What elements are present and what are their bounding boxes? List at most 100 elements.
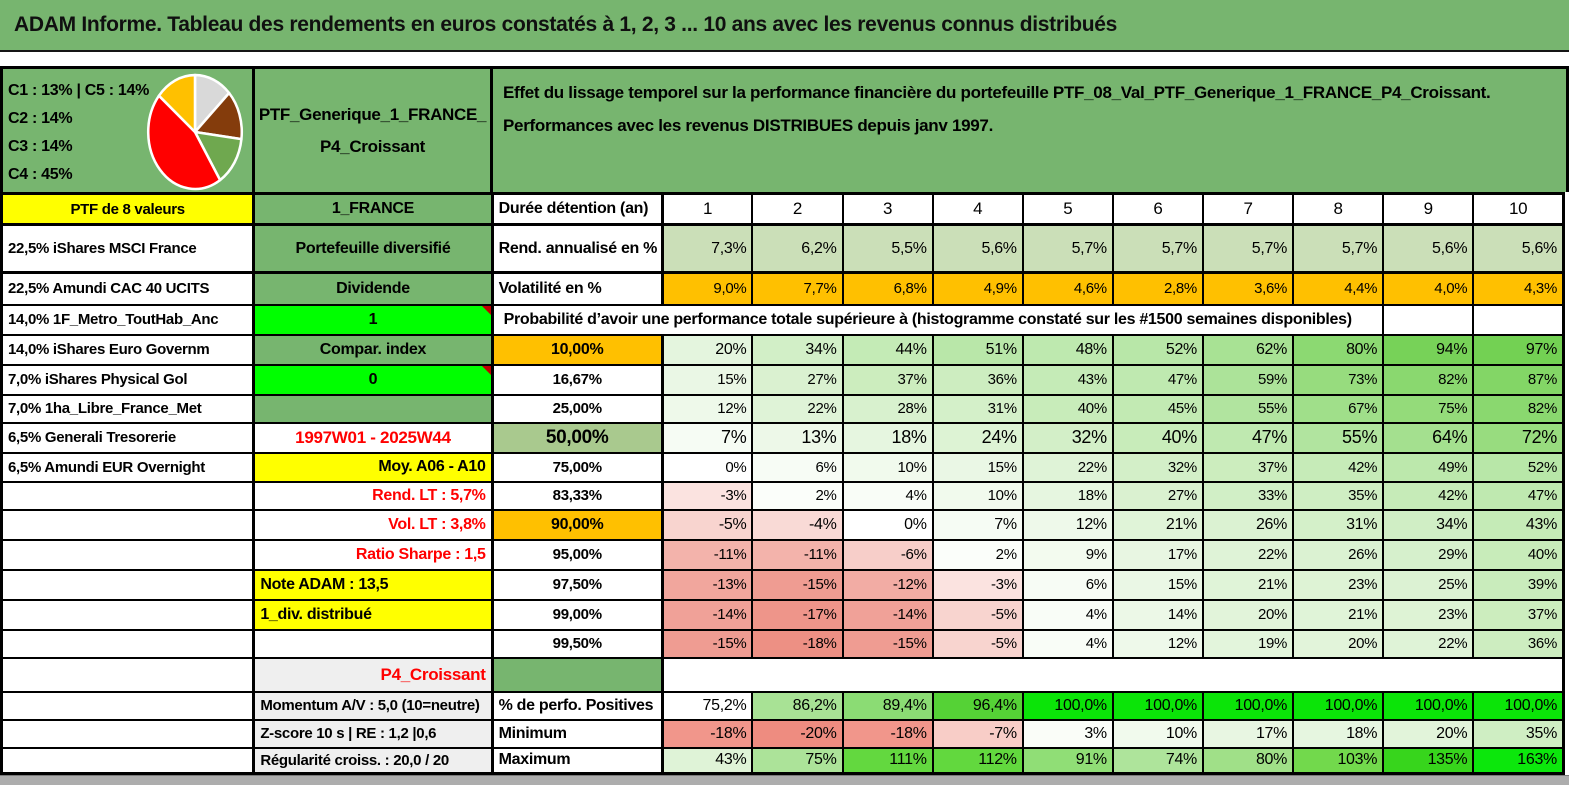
mid-column-cell[interactable]: Note ADAM : 13,5 [252,568,494,601]
mid-column-cell[interactable]: Vol. LT : 3,8% [252,508,494,541]
grid-cell[interactable]: -15% [841,628,934,659]
grid-cell[interactable]: 12% [1021,508,1114,541]
grid-cell[interactable]: 40% [1021,393,1114,424]
grid-cell[interactable]: 5,6% [1472,223,1565,274]
grid-cell[interactable]: 22% [1382,628,1475,659]
grid-cell[interactable]: 163% [1472,746,1565,775]
mid-column-cell[interactable]: 1 [252,303,494,336]
grid-cell[interactable]: 4,6% [1021,271,1114,306]
grid-cell[interactable]: 39% [1472,568,1565,601]
grid-cell[interactable]: 15% [1111,568,1204,601]
grid-cell[interactable]: 20% [1201,598,1295,631]
grid-cell[interactable]: -18% [751,628,844,659]
grid-cell[interactable]: 55% [1292,421,1385,454]
grid-cell[interactable]: 100,0% [1201,690,1295,721]
row-label-cell[interactable]: 50,00% [491,421,664,454]
grid-cell[interactable]: 32% [1111,451,1204,483]
grid-cell[interactable]: 10 [1472,192,1565,226]
grid-cell[interactable]: 86,2% [751,690,844,721]
grid-cell[interactable]: 2% [751,480,844,511]
grid-cell[interactable]: 103% [1292,746,1385,775]
grid-cell[interactable]: -15% [751,568,844,601]
mid-column-cell[interactable]: Momentum A/V : 5,0 (10=neutre) [252,690,494,721]
grid-cell[interactable]: 45% [1111,393,1204,424]
row-label-cell[interactable]: Durée détention (an) [491,192,664,226]
grid-cell[interactable]: 111% [841,746,934,775]
grid-cell[interactable]: 80% [1292,333,1385,366]
grid-cell[interactable]: 52% [1472,451,1565,483]
left-column-cell[interactable] [0,480,256,511]
grid-cell[interactable]: 5,7% [1111,223,1204,274]
mid-column-cell[interactable]: Z-score 10 s | RE : 1,2 |0,6 [252,718,494,749]
grid-cell[interactable]: 18% [841,421,934,454]
grid-cell[interactable]: 62% [1201,333,1295,366]
grid-cell[interactable]: 40% [1472,538,1565,571]
grid-cell[interactable]: 17% [1111,538,1204,571]
grid-cell[interactable]: -3% [661,480,754,511]
grid-cell[interactable]: 19% [1201,628,1295,659]
grid-cell[interactable]: 15% [931,451,1024,483]
portfolio-description-cell[interactable]: Effet du lissage temporel sur la perform… [493,69,1566,192]
grid-cell[interactable]: 18% [1021,480,1114,511]
row-label-cell[interactable] [491,656,664,693]
left-column-cell[interactable] [0,746,256,775]
grid-cell[interactable]: 74% [1111,746,1204,775]
mid-column-cell[interactable]: Compar. index [252,333,494,366]
grid-cell[interactable]: 13% [751,421,844,454]
grid-cell[interactable]: 5,6% [931,223,1024,274]
grid-cell[interactable]: 25% [1382,568,1475,601]
grid-cell[interactable]: 26% [1292,538,1385,571]
left-column-cell[interactable]: 6,5% Generali Tresorerie [0,421,256,454]
grid-cell[interactable]: 47% [1111,363,1204,396]
grid-cell[interactable]: 8 [1292,192,1385,226]
title-bar[interactable]: ADAM Informe. Tableau des rendements en … [0,0,1569,52]
grid-cell[interactable]: 44% [841,333,934,366]
left-column-cell[interactable]: 22,5% Amundi CAC 40 UCITS [0,271,256,306]
grid-cell[interactable]: 35% [1472,718,1565,749]
left-column-cell[interactable]: 6,5% Amundi EUR Overnight [0,451,256,483]
mid-column-cell[interactable]: 1_div. distribué [252,598,494,631]
left-column-cell[interactable] [0,508,256,541]
grid-cell[interactable]: 10% [841,451,934,483]
row-label-cell[interactable]: 99,50% [491,628,664,659]
grid-cell[interactable]: 37% [1201,451,1295,483]
grid-cell[interactable]: -18% [661,718,754,749]
probability-banner[interactable]: Probabilité d’avoir une performance tota… [491,303,1385,336]
grid-cell[interactable]: 112% [931,746,1024,775]
grid-cell[interactable]: 43% [661,746,754,775]
grid-cell[interactable]: -5% [931,598,1024,631]
grid-cell[interactable]: -15% [661,628,754,659]
grid-cell[interactable]: 43% [1021,363,1114,396]
grid-cell[interactable]: 48% [1021,333,1114,366]
grid-cell[interactable]: 36% [931,363,1024,396]
grid-cell[interactable]: 100,0% [1021,690,1114,721]
grid-cell[interactable]: -5% [661,508,754,541]
left-column-cell[interactable]: 22,5% iShares MSCI France [0,223,256,274]
grid-cell[interactable]: 89,4% [841,690,934,721]
grid-cell[interactable]: 7% [931,508,1024,541]
grid-cell[interactable]: -17% [751,598,844,631]
grid-cell[interactable]: 47% [1201,421,1295,454]
grid-cell[interactable]: 12% [1111,628,1204,659]
grid-cell[interactable]: 34% [1382,508,1475,541]
row-label-cell[interactable]: 75,00% [491,451,664,483]
grid-cell[interactable] [1382,303,1475,336]
grid-cell[interactable]: 6,2% [751,223,844,274]
grid-cell[interactable]: 4,4% [1292,271,1385,306]
grid-cell[interactable]: 42% [1382,480,1475,511]
grid-cell[interactable]: 2,8% [1111,271,1204,306]
grid-cell[interactable]: 49% [1382,451,1475,483]
grid-cell[interactable]: 91% [1021,746,1114,775]
left-column-cell[interactable] [0,598,256,631]
grid-cell[interactable]: 80% [1201,746,1295,775]
grid-cell[interactable]: 4% [1021,628,1114,659]
grid-cell[interactable]: 9% [1021,538,1114,571]
row-label-cell[interactable]: 10,00% [491,333,664,366]
grid-cell[interactable]: 64% [1382,421,1475,454]
grid-cell[interactable]: 36% [1472,628,1565,659]
grid-cell[interactable]: 4,0% [1382,271,1475,306]
mid-column-cell[interactable]: Portefeuille diversifié [252,223,494,274]
grid-cell[interactable]: 7,3% [661,223,754,274]
grid-cell[interactable]: 5,7% [1292,223,1385,274]
row-label-cell[interactable]: 97,50% [491,568,664,601]
